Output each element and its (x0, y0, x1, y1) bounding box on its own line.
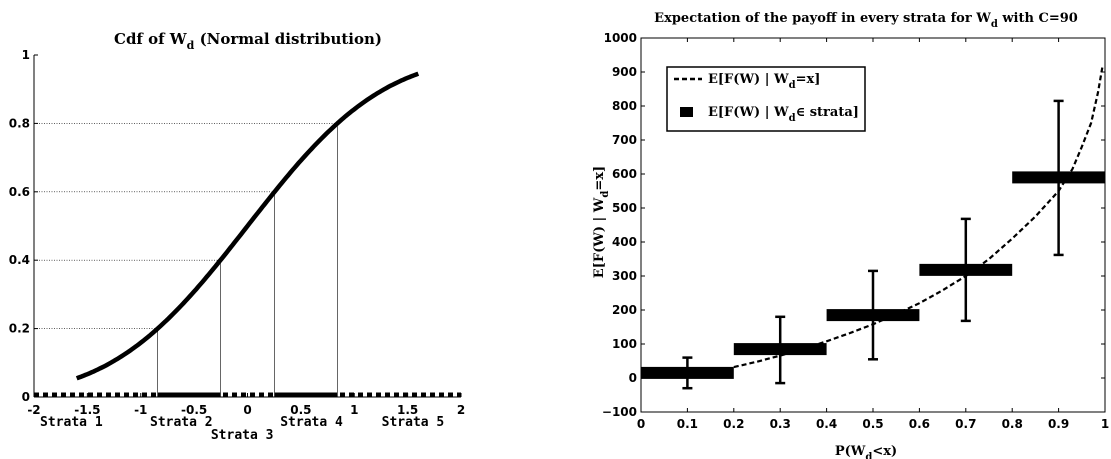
payoff-y-axis-label: E[F(W) | Wd=x] (592, 166, 611, 278)
cdf-y-tick-label: 0.2 (9, 322, 30, 336)
legend-entry-conditional: E[F(W) | Wd=x] (708, 72, 820, 91)
cdf-curve (75, 71, 420, 381)
payoff-y-tick-label: 0 (629, 371, 637, 385)
payoff-x-ticks: 0 0.1 0.2 0.3 0.4 0.5 0.6 0.7 0.8 0.9 1 (637, 38, 1109, 431)
payoff-x-tick-label: 0.4 (816, 417, 837, 431)
cdf-guide-lines (34, 123, 338, 397)
cdf-x-tick-label: -0.5 (181, 403, 207, 417)
strata-label-3: Strata 3 (211, 428, 274, 443)
cdf-x-ticks: -2 -1.5 -1 -0.5 0 0.5 1 1.5 2 (27, 393, 465, 417)
cdf-x-tick-label: -2 (27, 403, 40, 417)
payoff-x-tick-label: 0.2 (723, 417, 744, 431)
strata-label-2: Strata 2 (150, 415, 213, 430)
payoff-y-tick-label: 500 (612, 201, 637, 215)
cdf-y-tick-label: 0.6 (9, 185, 30, 199)
payoff-y-tick-label: 900 (612, 65, 637, 79)
cdf-x-tick-label: 1 (350, 403, 358, 417)
cdf-y-ticks: 0 0.2 0.4 0.6 0.8 1 (9, 48, 38, 404)
payoff-x-tick-label: 0.3 (770, 417, 791, 431)
cdf-x-tick-label: 0 (243, 403, 251, 417)
payoff-y-ticks: −100 0 100 200 300 400 500 600 700 800 900 1000 (602, 31, 1105, 419)
payoff-y-tick-label: 400 (612, 235, 637, 249)
cdf-y-tick-label: 0.8 (9, 116, 30, 130)
payoff-y-tick-label: 300 (612, 269, 637, 283)
payoff-series-layer (641, 65, 1105, 390)
payoff-chart: Expectation of the payoff in every strat… (592, 11, 1109, 459)
payoff-x-tick-label: 0.6 (909, 417, 930, 431)
cdf-x-tick-label: 1.5 (397, 403, 418, 417)
payoff-y-tick-label: 700 (612, 133, 637, 147)
payoff-x-tick-label: 0.9 (1048, 417, 1069, 431)
payoff-x-tick-label: 1 (1101, 417, 1109, 431)
cdf-x-tick-label: -1.5 (74, 403, 100, 417)
cdf-curve-layer (34, 71, 461, 398)
cdf-y-tick-label: 0 (22, 390, 30, 404)
payoff-y-tick-label: −100 (602, 405, 637, 419)
payoff-x-tick-label: 0.5 (862, 417, 883, 431)
payoff-x-tick-label: 0 (637, 417, 645, 431)
payoff-y-tick-label: 600 (612, 167, 637, 181)
legend-box (666, 66, 866, 132)
cdf-x-tick-label: -1 (134, 403, 147, 417)
payoff-x-tick-label: 0.7 (955, 417, 976, 431)
cdf-chart-title: Cdf of Wd (Normal distribution) (114, 30, 382, 52)
cdf-x-tick-label: 0.5 (290, 403, 311, 417)
legend-entry-strata: E[F(W) | Wd∈ strata] (708, 105, 859, 124)
payoff-legend: E[F(W) | Wd=x] E[F(W) | Wd∈ strata] (666, 66, 866, 132)
cdf-y-tick-label: 0.4 (9, 253, 30, 267)
payoff-x-axis-label: P(Wd<x) (835, 444, 897, 459)
cdf-x-tick-label: 2 (457, 403, 465, 417)
strata-label-5: Strata 5 (382, 415, 445, 430)
strata-label-1: Strata 1 (40, 415, 103, 430)
payoff-chart-title: Expectation of the payoff in every strat… (654, 11, 1078, 30)
payoff-y-tick-label: 100 (612, 337, 637, 351)
payoff-y-tick-label: 1000 (604, 31, 637, 45)
payoff-y-tick-label: 800 (612, 99, 637, 113)
cdf-chart: Cdf of Wd (Normal distribution) -2 -1.5 -1… (9, 30, 465, 443)
payoff-x-tick-label: 0.8 (1002, 417, 1023, 431)
cdf-y-tick-label: 1 (22, 48, 30, 62)
strata-label-4: Strata 4 (280, 415, 343, 430)
payoff-y-tick-label: 200 (612, 303, 637, 317)
payoff-x-tick-label: 0.1 (677, 417, 698, 431)
legend-block-swatch (680, 107, 693, 117)
